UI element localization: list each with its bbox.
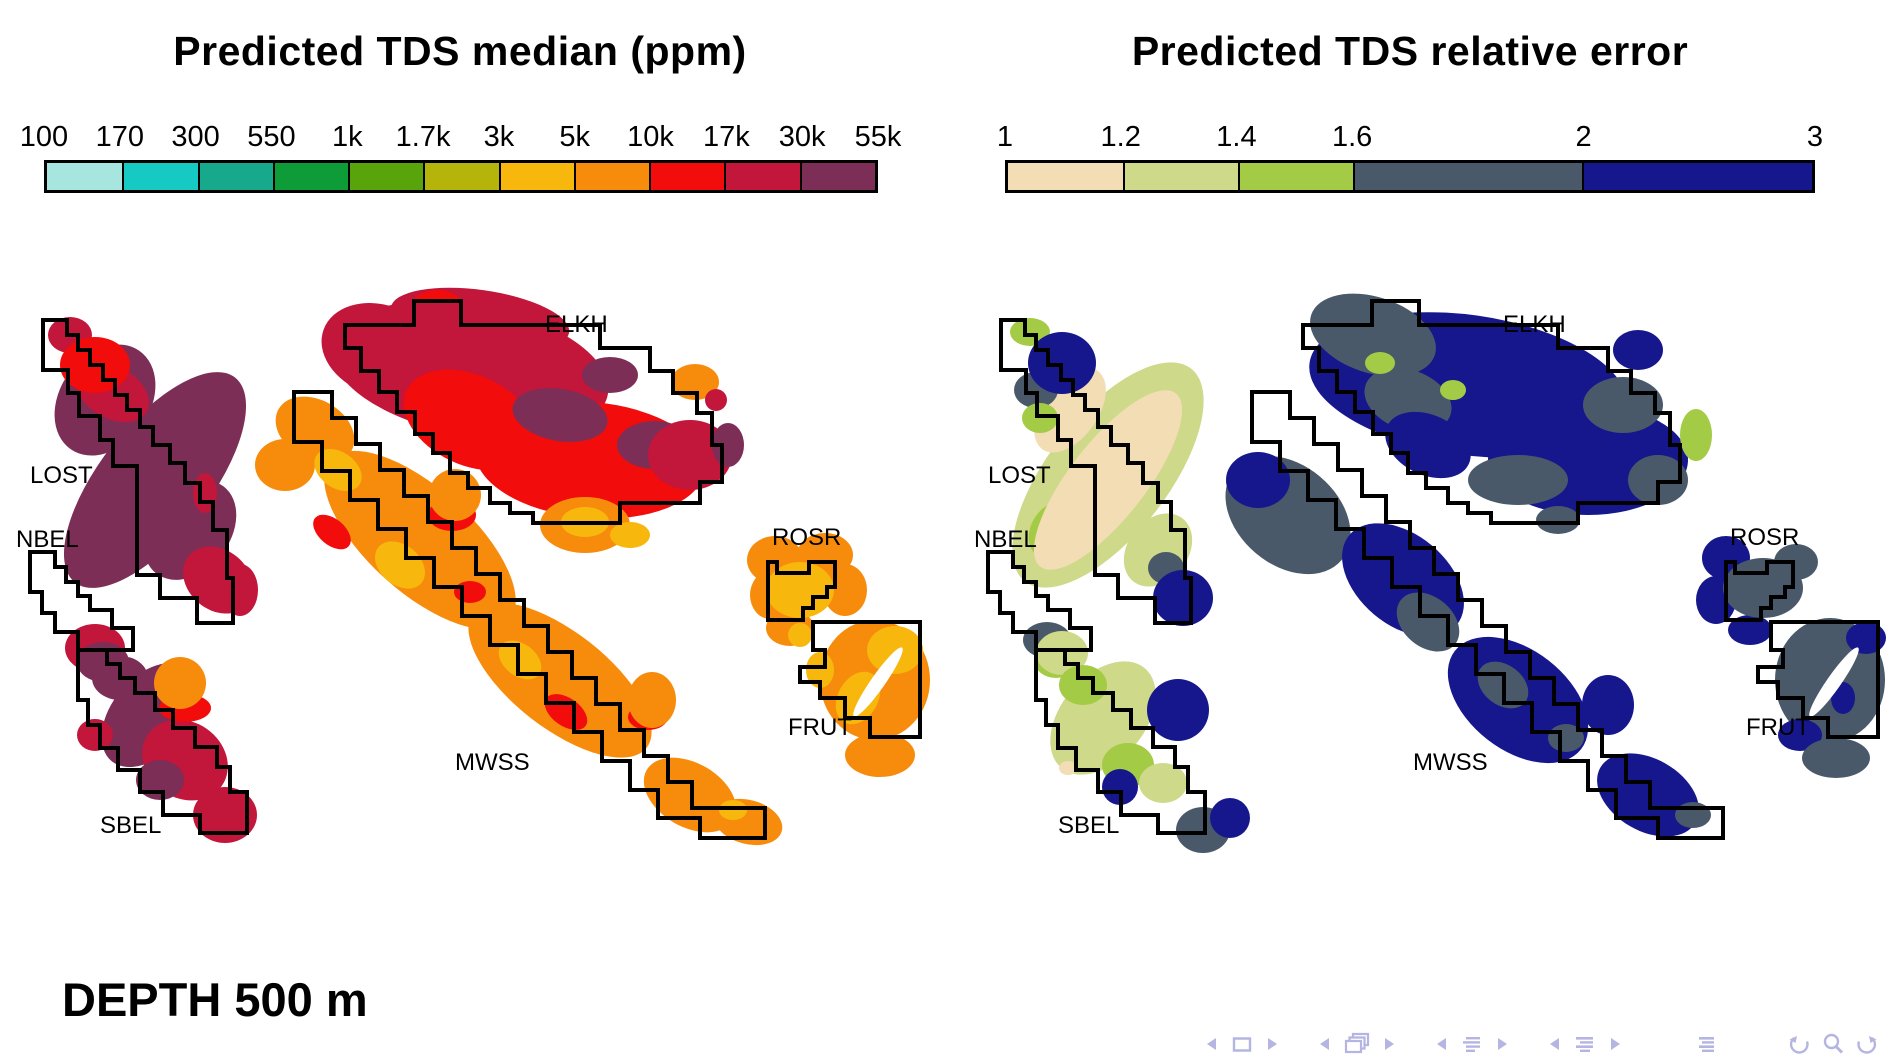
frame-nav-group bbox=[1201, 1032, 1283, 1056]
colorbar-cell bbox=[423, 163, 499, 190]
colorbar-cell bbox=[649, 163, 725, 190]
redo-icon[interactable] bbox=[1854, 1031, 1880, 1057]
undo-icon[interactable] bbox=[1786, 1031, 1812, 1057]
colorbar-cell bbox=[1008, 163, 1123, 190]
section-nav-group bbox=[1544, 1032, 1626, 1056]
search-icon[interactable] bbox=[1820, 1031, 1846, 1057]
section-list-icon[interactable] bbox=[1572, 1032, 1598, 1056]
tds-relative-error-map: LOST NBEL SBEL ELKH MWSS ROSR FRUT bbox=[974, 293, 1886, 853]
mwss-region-fill-error bbox=[1225, 452, 1711, 837]
tds-error-colorbar: 1 1.2 1.4 1.6 2 3 bbox=[997, 121, 1823, 196]
tds-median-map: LOST NBEL SBEL ELKH MWSS ROSR FRUT bbox=[16, 287, 930, 846]
colorbar-cell bbox=[47, 163, 123, 190]
frame-icon[interactable] bbox=[1229, 1032, 1255, 1056]
next-subsection-icon[interactable] bbox=[1493, 1032, 1513, 1056]
nbel-region-label: NBEL bbox=[16, 526, 79, 553]
prev-section-icon[interactable] bbox=[1544, 1032, 1564, 1056]
tds-median-colorbar: 100 170 300 550 1k 1.7k 3k 5k 10k 17k 30k 55k bbox=[20, 121, 902, 196]
colorbar-tick-label: 300 bbox=[171, 121, 220, 153]
colorbar-cell bbox=[197, 163, 273, 190]
subsection-list-icon[interactable] bbox=[1459, 1032, 1485, 1056]
colorbar-tick-label: 1.7k bbox=[395, 121, 451, 153]
next-slide-icon[interactable] bbox=[1380, 1032, 1400, 1056]
colorbar-tick-label: 550 bbox=[247, 121, 296, 153]
colorbar-tick-label: 2 bbox=[1575, 121, 1592, 153]
frut-region-fill-median bbox=[806, 620, 930, 777]
colorbar-tick-label: 17k bbox=[702, 121, 750, 153]
colorbar-tick-row: 1 1.2 1.4 1.6 2 3 bbox=[997, 121, 1823, 154]
prev-frame-icon[interactable] bbox=[1201, 1032, 1221, 1056]
colorbar-cell bbox=[1582, 163, 1812, 190]
rosr-region-label: ROSR bbox=[772, 524, 841, 551]
colorbar-tick-label: 1.4 bbox=[1216, 121, 1257, 153]
colorbar-tick-label: 3 bbox=[1806, 121, 1824, 153]
colorbar-tick-label: 1.2 bbox=[1100, 121, 1141, 153]
depth-label: DEPTH 500 m bbox=[62, 973, 368, 1026]
next-frame-icon[interactable] bbox=[1263, 1032, 1283, 1056]
colorbar-cell bbox=[1122, 163, 1238, 190]
colorbar-cell-row bbox=[44, 160, 878, 193]
elkh-region-fill-error bbox=[1309, 293, 1712, 534]
nbel-region-label: NBEL bbox=[974, 526, 1037, 553]
tds-relative-error-title: Predicted TDS relative error bbox=[1131, 28, 1689, 74]
colorbar-cell bbox=[573, 163, 650, 190]
colorbar-tick-label: 3k bbox=[483, 121, 515, 153]
lost-region-label: LOST bbox=[30, 462, 93, 489]
colorbar-cell bbox=[348, 163, 424, 190]
prev-subsection-icon[interactable] bbox=[1431, 1032, 1451, 1056]
colorbar-tick-label: 1.6 bbox=[1331, 121, 1373, 153]
colorbar-cell bbox=[1237, 163, 1353, 190]
frut-region-label: FRUT bbox=[788, 714, 852, 741]
appendix-list-icon[interactable] bbox=[1693, 1032, 1719, 1056]
tds-median-title: Predicted TDS median (ppm) bbox=[173, 28, 747, 74]
colorbar-tick-label: 170 bbox=[95, 121, 145, 153]
prev-slide-icon[interactable] bbox=[1314, 1032, 1334, 1056]
elkh-region-label: ELKH bbox=[1503, 311, 1566, 338]
slides-icon[interactable] bbox=[1342, 1031, 1372, 1057]
sbel-region-label: SBEL bbox=[100, 812, 161, 839]
next-section-icon[interactable] bbox=[1606, 1032, 1626, 1056]
colorbar-cell bbox=[724, 163, 800, 190]
sbel-region-label: SBEL bbox=[1058, 812, 1119, 839]
mwss-region-label: MWSS bbox=[1413, 749, 1488, 776]
colorbar-cell-row bbox=[1005, 160, 1815, 193]
colorbar-tick-label: 30k bbox=[778, 121, 826, 153]
slide-nav-group bbox=[1314, 1031, 1400, 1057]
colorbar-tick-label: 5k bbox=[559, 121, 591, 153]
colorbar-cell bbox=[272, 163, 349, 190]
colorbar-tick-label: 1k bbox=[331, 121, 363, 153]
elkh-region-label: ELKH bbox=[545, 311, 608, 338]
colorbar-tick-row: 100 170 300 550 1k 1.7k 3k 5k 10k 17k 30k 55k bbox=[20, 121, 902, 154]
colorbar-cell bbox=[498, 163, 574, 190]
appendix-nav-group bbox=[1693, 1032, 1719, 1056]
mwss-region-label: MWSS bbox=[455, 749, 530, 776]
frut-region-label: FRUT bbox=[1746, 714, 1810, 741]
rosr-region-label: ROSR bbox=[1730, 524, 1799, 551]
colorbar-cell bbox=[122, 163, 198, 190]
colorbar-tick-label: 10k bbox=[627, 121, 674, 153]
history-search-group bbox=[1786, 1031, 1880, 1057]
colorbar-tick-label: 100 bbox=[19, 121, 69, 153]
colorbar-cell bbox=[799, 163, 875, 190]
colorbar-tick-label: 1 bbox=[996, 121, 1014, 153]
subsection-nav-group bbox=[1431, 1032, 1513, 1056]
colorbar-cell bbox=[1352, 163, 1583, 190]
lost-region-label: LOST bbox=[988, 462, 1051, 489]
colorbar-tick-label: 55k bbox=[854, 121, 902, 153]
beamer-navigation-bar bbox=[1201, 1031, 1880, 1057]
